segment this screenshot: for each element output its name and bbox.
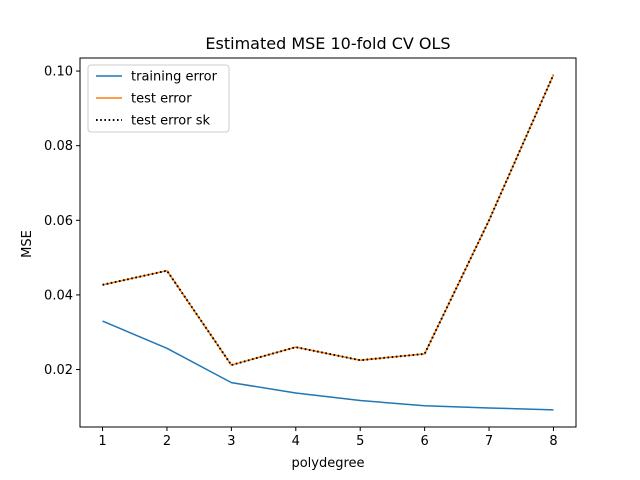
x-tick-label: 4 (292, 434, 300, 449)
y-tick-label: 0.10 (44, 65, 73, 80)
x-tick-label: 3 (227, 434, 235, 449)
x-tick-label: 6 (420, 434, 428, 449)
axes-frame (79, 57, 577, 428)
legend: training error test error test error sk (87, 64, 230, 133)
series-line-3 (102, 74, 555, 367)
y-tick-label: 0.04 (44, 288, 73, 303)
legend-box (87, 64, 230, 133)
x-tick-label: 7 (485, 434, 493, 449)
x-tick-label: 5 (356, 434, 364, 449)
y-axis-label: MSE (20, 230, 35, 258)
y-tick-label: 0.02 (44, 363, 73, 378)
x-axis-label: polydegree (291, 456, 364, 471)
legend-label-1: training error (131, 70, 218, 85)
y-tick-label: 0.08 (44, 139, 73, 154)
legend-label-3: test error sk (131, 114, 210, 129)
x-tick-label: 2 (163, 434, 171, 449)
series-line-1 (102, 320, 554, 411)
legend-label-2: test error (131, 92, 192, 107)
x-tick-label: 1 (98, 434, 106, 449)
chart-title: Estimated MSE 10-fold CV OLS (205, 34, 450, 53)
y-tick-label: 0.06 (44, 214, 73, 229)
x-tick-label: 8 (549, 434, 557, 449)
plot-area: 1 2 3 4 5 6 7 8 0.02 0.04 0.06 0.08 0.10 (44, 57, 577, 449)
